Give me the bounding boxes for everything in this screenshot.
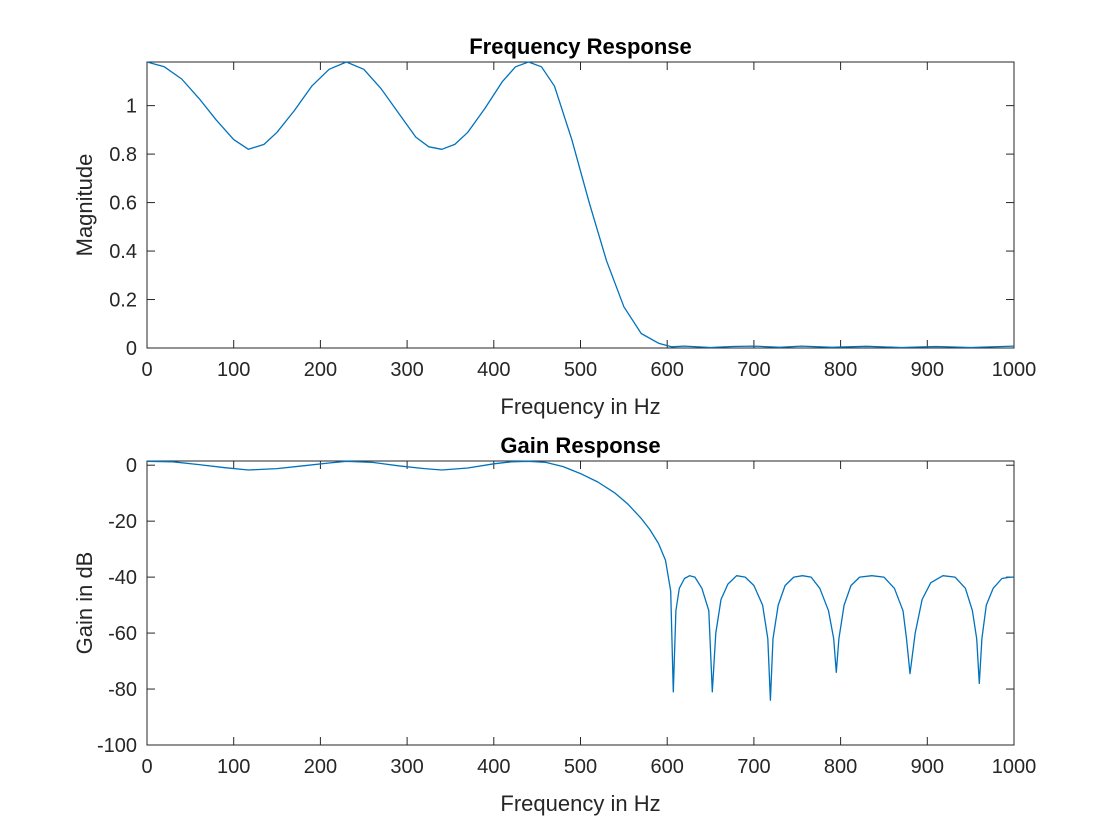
x-tick-label: 0 [141,359,152,381]
x-axis-label: Frequency in Hz [500,791,660,816]
x-tick-label: 500 [564,359,597,381]
y-tick-label: 0.8 [109,144,137,166]
x-tick-label: 200 [304,359,337,381]
y-tick-label: -60 [108,623,137,645]
x-tick-label: 800 [824,756,857,778]
y-axis-label: Magnitude [72,154,97,257]
chart-title: Frequency Response [469,34,692,59]
response-curve [146,460,1014,701]
y-axis-label: Gain in dB [72,552,97,655]
chart-title: Gain Response [500,433,660,458]
y-tick-label: -40 [108,567,137,589]
x-tick-label: 600 [651,756,684,778]
y-tick-label: 0 [126,338,137,360]
x-tick-label: 800 [824,359,857,381]
x-tick-label: 700 [737,756,770,778]
y-tick-label: 1 [126,96,137,118]
frequency-response-plot: 0 100 200 300 400 500 600 700 800 900 1000 0 0.2 0.4 0… [72,34,1036,419]
y-tick-label: 0 [126,455,137,477]
y-tick-label: 0.2 [109,290,137,312]
y-tick-label: 0.6 [109,193,137,215]
x-tick-label: 100 [217,359,250,381]
x-tick-label: 700 [737,359,770,381]
axes-box [146,61,1015,349]
x-axis-label: Frequency in Hz [500,394,660,419]
x-tick-label: 400 [477,756,510,778]
x-tick-label: 900 [911,756,944,778]
x-tick-label: 1000 [992,756,1037,778]
x-tick-label: 300 [390,756,423,778]
x-tick-label: 600 [651,359,684,381]
y-tick-label: -100 [97,735,137,757]
x-tick-label: 300 [390,359,423,381]
x-tick-label: 400 [477,359,510,381]
x-tick-label: 100 [217,756,250,778]
axes-box [146,460,1015,746]
x-tick-label: 500 [564,756,597,778]
x-tick-label: 200 [304,756,337,778]
x-tick-label: 1000 [992,359,1037,381]
y-tick-label: 0.4 [109,241,137,263]
y-tick-label: -20 [108,511,137,533]
response-curve [146,61,1015,349]
x-tick-label: 0 [141,756,152,778]
y-tick-label: -80 [108,679,137,701]
x-tick-label: 900 [911,359,944,381]
gain-response-plot: 0 100 200 300 400 500 600 700 800 900 1000 0 -20 -40 -… [72,433,1036,816]
